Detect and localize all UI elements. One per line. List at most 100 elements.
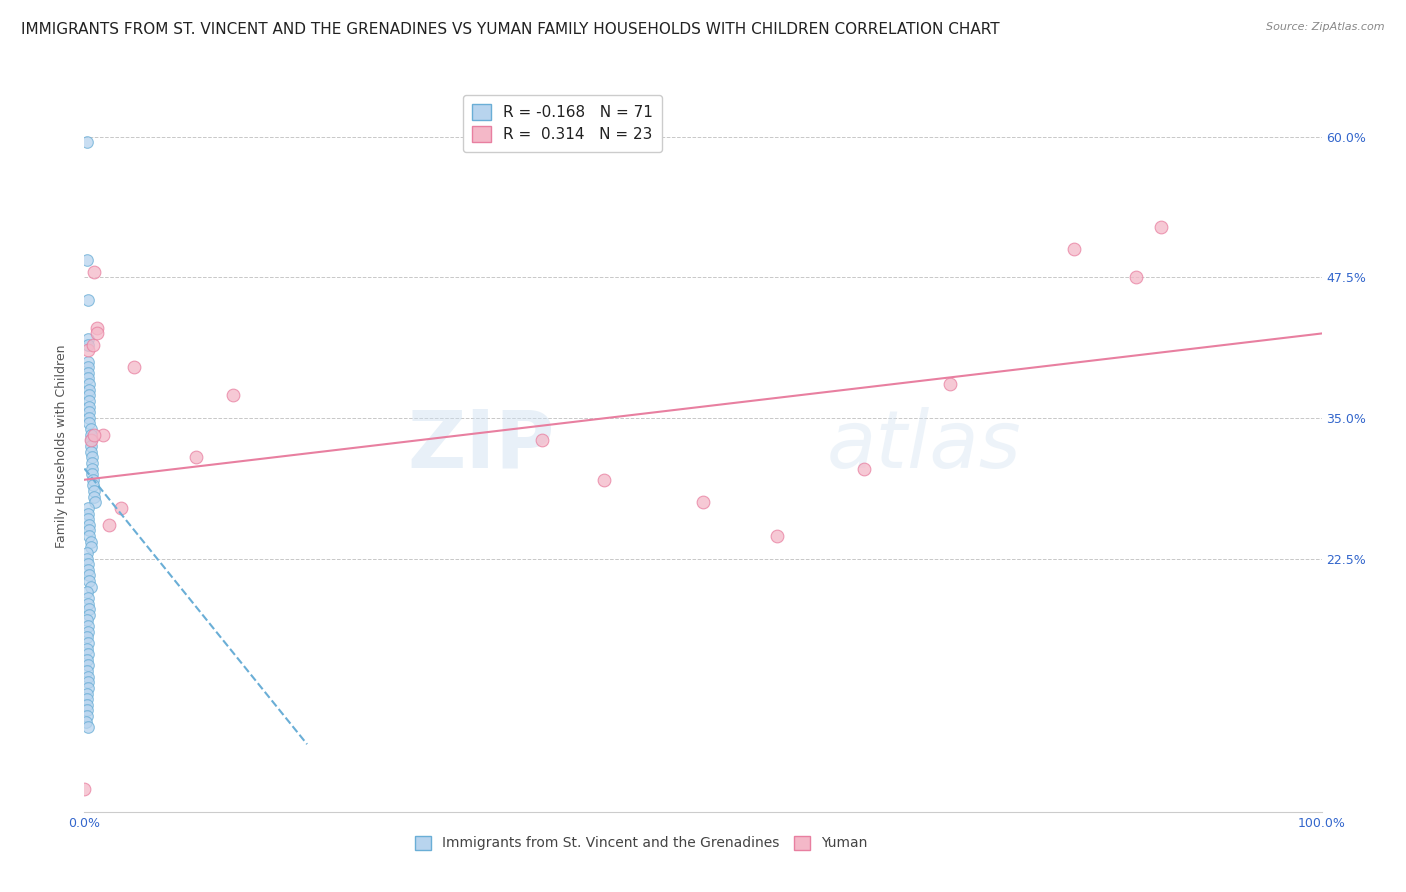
Point (79, 434, 101, 448)
Point (593, 473, 616, 487)
Point (766, 529, 789, 543)
Point (1150, 219, 1173, 234)
Point (80, 461, 103, 475)
Point (80, 456, 103, 470)
Point (79, 422, 101, 436)
Point (83, 264, 105, 278)
Point (77, 337, 100, 351)
Point (77, 670, 100, 684)
Point (79, 434, 101, 448)
Point (76, 585, 98, 599)
Point (77, 332, 100, 346)
Point (79, 602, 101, 616)
Point (73, 782, 96, 797)
Point (91, 427, 114, 442)
Point (77, 507, 100, 521)
Point (77, 563, 100, 577)
Point (77, 591, 100, 605)
Point (222, 388, 245, 402)
Point (76, 641, 98, 656)
Point (82, 337, 104, 351)
Point (77, 619, 100, 633)
Point (86, 321, 108, 335)
Text: atlas: atlas (827, 407, 1022, 485)
Point (77, 354, 100, 368)
Point (77, 675, 100, 690)
Point (77, 681, 100, 695)
Point (79, 574, 101, 588)
Point (692, 495, 714, 509)
Point (79, 394, 101, 409)
Point (86, 326, 108, 341)
Point (98, 517, 121, 532)
Point (76, 709, 98, 723)
Point (77, 360, 100, 375)
Point (76, 614, 98, 628)
Point (79, 444, 101, 458)
Point (531, 434, 554, 448)
Point (79, 529, 101, 543)
Point (939, 377, 962, 392)
Point (77, 557, 100, 571)
Point (79, 383, 101, 397)
Point (122, 360, 145, 375)
Point (76, 664, 98, 678)
Point (77, 647, 100, 661)
Point (852, 461, 875, 475)
Point (75, 714, 97, 729)
Point (80, 467, 103, 482)
Point (79, 400, 101, 414)
Point (79, 377, 101, 392)
Point (76, 692, 98, 706)
Point (1063, 242, 1085, 256)
Point (83, 483, 105, 498)
Point (76, 687, 98, 701)
Text: Source: ZipAtlas.com: Source: ZipAtlas.com (1267, 22, 1385, 32)
Legend: Immigrants from St. Vincent and the Grenadines, Yuman: Immigrants from St. Vincent and the Gren… (409, 830, 873, 856)
Point (79, 580, 101, 594)
Point (76, 551, 98, 566)
Point (77, 720, 100, 734)
Point (76, 630, 98, 644)
Point (76, 253, 98, 268)
Point (76, 703, 98, 717)
Point (77, 343, 100, 358)
Point (184, 450, 207, 465)
Point (76, 653, 98, 667)
Text: ZIP: ZIP (408, 407, 554, 485)
Point (79, 524, 101, 538)
Point (79, 534, 101, 549)
Point (79, 439, 101, 453)
Point (77, 371, 100, 385)
Point (77, 597, 100, 611)
Point (77, 636, 100, 650)
Point (77, 366, 100, 380)
Point (82, 478, 104, 492)
Text: IMMIGRANTS FROM ST. VINCENT AND THE GRENADINES VS YUMAN FAMILY HOUSEHOLDS WITH C: IMMIGRANTS FROM ST. VINCENT AND THE GREN… (21, 22, 1000, 37)
Y-axis label: Family Households with Children: Family Households with Children (55, 344, 69, 548)
Point (77, 512, 100, 526)
Point (79, 427, 101, 442)
Point (77, 500, 100, 515)
Point (82, 473, 104, 487)
Point (79, 607, 101, 622)
Point (83, 490, 105, 504)
Point (79, 410, 101, 425)
Point (80, 450, 103, 465)
Point (79, 417, 101, 431)
Point (77, 624, 100, 639)
Point (79, 405, 101, 419)
Point (79, 541, 101, 555)
Point (79, 388, 101, 402)
Point (83, 427, 105, 442)
Point (84, 495, 107, 509)
Point (76, 546, 98, 560)
Point (110, 500, 132, 515)
Point (77, 658, 100, 673)
Point (79, 568, 101, 582)
Point (76, 698, 98, 712)
Point (1125, 270, 1147, 285)
Point (76, 135, 98, 149)
Point (79, 517, 101, 532)
Point (77, 293, 100, 307)
